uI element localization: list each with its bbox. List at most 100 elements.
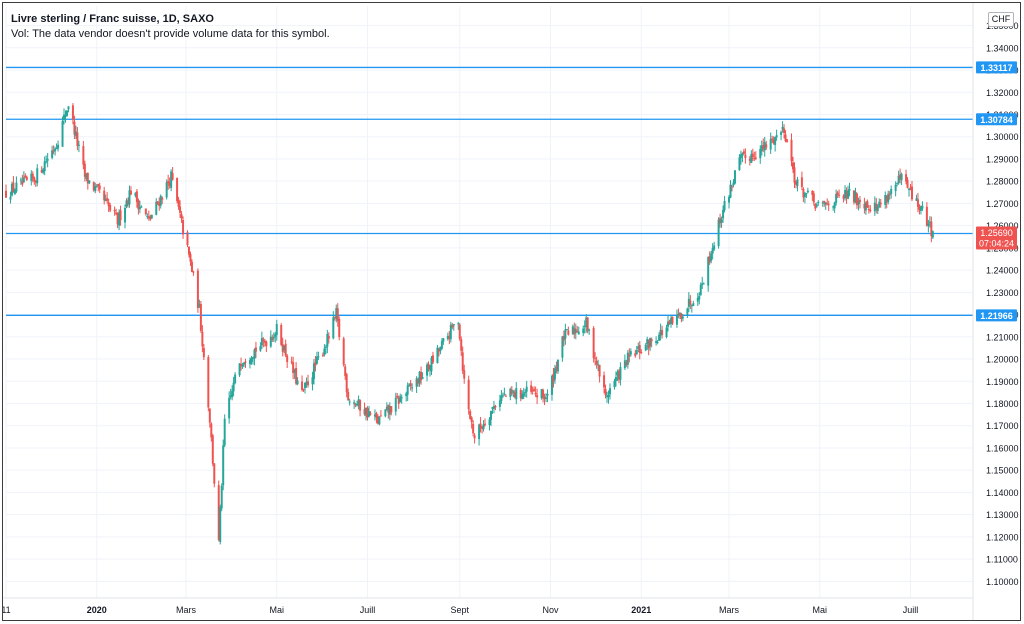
candle-body (280, 324, 283, 345)
candle-body (324, 346, 327, 349)
candle-body (198, 304, 201, 307)
candle-body (431, 355, 434, 363)
candle-body (426, 364, 429, 376)
candle-body (238, 363, 241, 376)
candle-body (534, 392, 537, 395)
candle-body (418, 371, 421, 384)
candle-body (15, 182, 18, 192)
currency-button[interactable]: CHF (988, 12, 1014, 27)
y-tick-label: 1.29000 (986, 154, 1019, 164)
candle-body (451, 325, 454, 328)
candle-body (440, 341, 443, 349)
horizontal-lines[interactable] (6, 66, 973, 316)
level-label: 1.30784 (980, 115, 1013, 125)
candle-body (592, 327, 595, 359)
candle-body (930, 221, 933, 236)
symbol-title[interactable]: Livre sterling / Franc suisse, 1D, SAXO (11, 13, 214, 25)
countdown-label: 07:04:24 (979, 239, 1014, 249)
candle-body (888, 193, 891, 196)
candle-body (730, 186, 733, 188)
candle-body (363, 409, 366, 415)
candle-body (292, 362, 295, 374)
candle-body (656, 341, 659, 343)
candle-body (677, 313, 680, 315)
candle-body (272, 336, 275, 339)
candle-body (146, 215, 149, 217)
candle-body (92, 182, 95, 191)
candle-body (274, 333, 277, 337)
candle-body (281, 343, 284, 352)
candle-body (769, 139, 772, 150)
candle-body (115, 212, 118, 214)
candle-body (357, 399, 360, 406)
candle-body (467, 379, 470, 410)
candle-body (61, 121, 64, 147)
candle-body (835, 194, 838, 203)
candle-body (814, 204, 817, 209)
candle-body (498, 400, 501, 407)
candle-body (690, 305, 693, 307)
candle-body (794, 182, 797, 185)
candle-body (876, 206, 879, 211)
candle-body (625, 362, 628, 365)
candle-body (826, 203, 829, 205)
candle-body (187, 246, 190, 255)
candle-body (369, 413, 372, 415)
candle-body (321, 354, 324, 356)
candle-body (461, 352, 464, 371)
price-chart[interactable]: 1.10000 1.11000 1.12000 1.13000 1.14000 1.150… (3, 3, 1020, 620)
x-tick-label: Sept (450, 605, 469, 615)
candle-body (348, 401, 351, 403)
candle-body (460, 339, 463, 351)
candle-body (530, 385, 533, 392)
candle-body (420, 371, 423, 381)
candle-body (210, 423, 213, 438)
candle-body (88, 180, 91, 184)
candle-body (199, 303, 202, 331)
candle-body (598, 364, 601, 377)
candle-body (176, 177, 179, 202)
y-tick-label: 1.16000 (986, 443, 1019, 453)
candle-body (263, 340, 266, 343)
candle-body (921, 205, 924, 209)
level-label: 1.33117 (980, 63, 1012, 73)
candle-body (415, 378, 418, 387)
candle-body (179, 206, 182, 213)
candle-body (916, 199, 919, 207)
candle-body (9, 196, 12, 200)
candle-body (811, 190, 814, 195)
candle-body (302, 389, 305, 391)
candle-body (428, 369, 431, 371)
candle-body (186, 232, 189, 246)
candle-body (207, 357, 210, 408)
candle-body (646, 339, 649, 345)
volume-note: Vol: The data vendor doesn't provide vol… (11, 28, 330, 40)
candle-body (400, 397, 403, 399)
level-badge (976, 113, 1017, 126)
candle-body (375, 413, 378, 418)
candle-body (417, 379, 420, 384)
candle-body (243, 362, 246, 365)
candle-body (387, 405, 390, 413)
candle-body (64, 115, 67, 117)
candle-body (687, 298, 690, 307)
candle-body (533, 389, 536, 391)
x-tick-label: Juill (360, 605, 376, 615)
candle-body (699, 284, 702, 296)
candle-body (442, 338, 445, 342)
candle-body (430, 357, 433, 372)
y-tick-label: 1.18000 (986, 399, 1019, 409)
candle-body (760, 145, 763, 152)
candle-body (448, 336, 451, 339)
y-tick-label: 1.15000 (986, 466, 1019, 476)
candle-body (562, 335, 565, 341)
candle-body (854, 191, 857, 202)
y-tick-label: 1.24000 (986, 266, 1019, 276)
candle-body (228, 397, 231, 419)
candle-body (254, 347, 257, 352)
candle-body (251, 357, 254, 359)
candle-body (113, 210, 116, 212)
candle-body (845, 192, 848, 199)
candle-body (723, 200, 726, 211)
